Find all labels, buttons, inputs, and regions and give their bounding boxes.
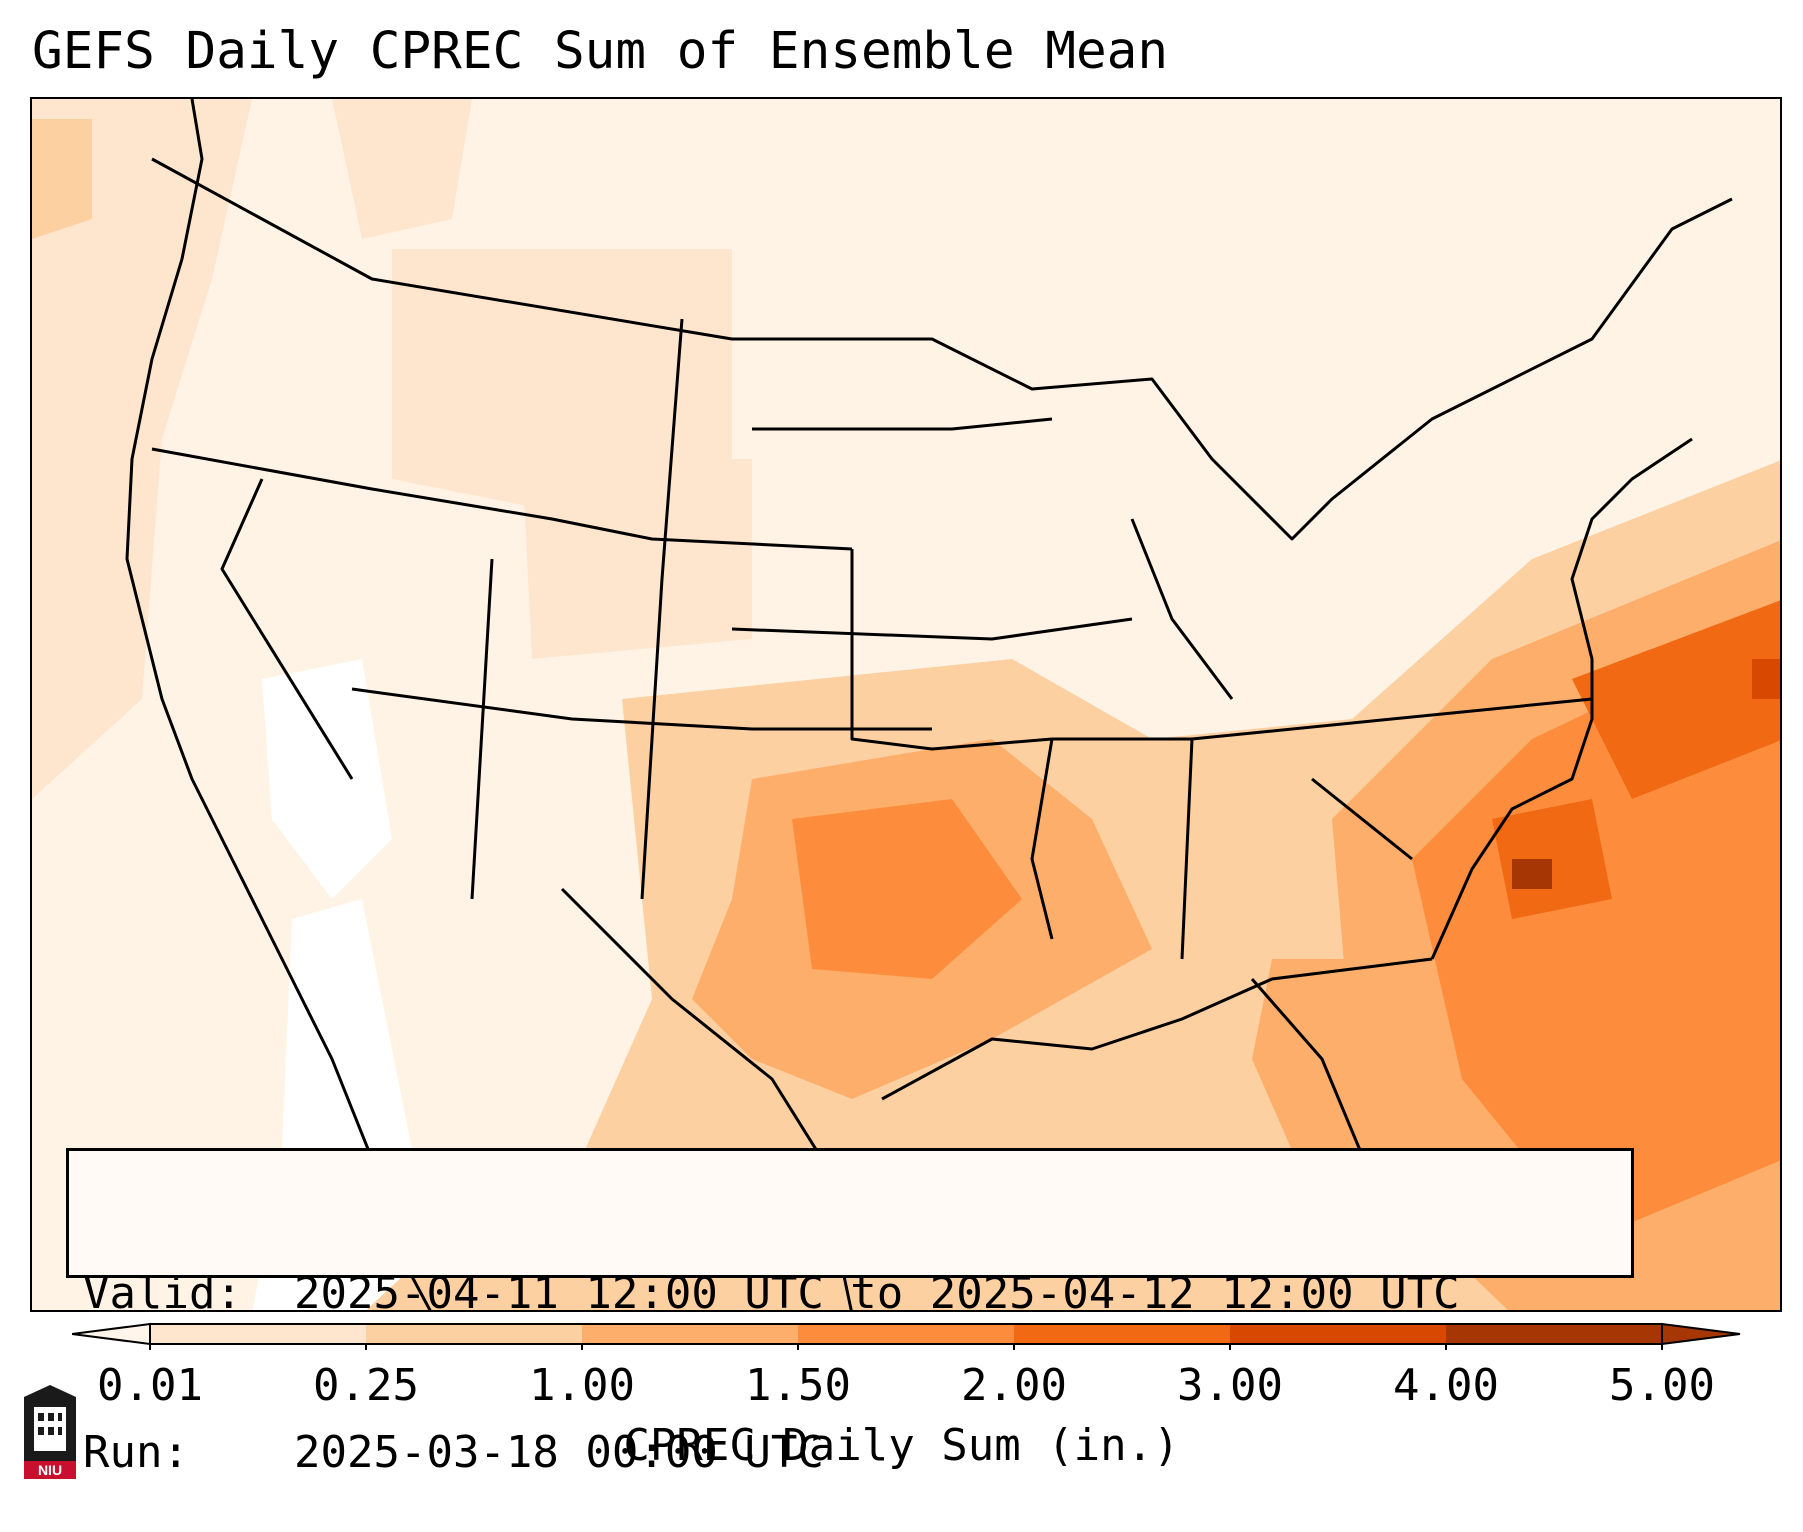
colorbar-segment [798,1324,1015,1344]
colorbar-tick-label: 4.00 [1393,1360,1499,1411]
valid-value: 2025-04-11 12:00 UTC to 2025-04-12 12:00… [294,1268,1460,1319]
colorbar-tick-label: 1.50 [745,1360,851,1411]
precip-field-west [32,99,252,799]
precipitation-map [30,97,1782,1312]
colorbar-tick-label: 5.00 [1609,1360,1715,1411]
valid-key: Valid: [83,1268,242,1319]
colorbar-frame [149,1323,1663,1345]
colorbar-segment [1014,1324,1231,1344]
colorbar-label: CPREC Daily Sum (in.) [623,1420,1180,1471]
colorbar-segment [150,1324,367,1344]
logo-text: NIU [38,1462,62,1478]
colorbar-segment [1446,1324,1663,1344]
run-value: 2025-03-18 00:00 UTC [294,1427,824,1478]
colorbar-tick-label: 0.25 [313,1360,419,1411]
validity-info-box: Valid: 2025-04-11 12:00 UTC to 2025-04-12… [66,1148,1634,1478]
run-key: Run: [83,1427,189,1478]
map-canvas [32,99,1780,1310]
colorbar-extend-high [1661,1322,1741,1346]
colorbar-tick-label: 0.01 [97,1360,203,1411]
colorbar-tick-label: 1.00 [529,1360,635,1411]
niu-logo: NIU [24,1385,76,1479]
colorbar-tick-label: 2.00 [961,1360,1067,1411]
colorbar-extend-low [72,1322,151,1346]
colorbar-tick-label: 3.00 [1177,1360,1283,1411]
colorbar-segment [1230,1324,1447,1344]
colorbar [72,1322,1741,1350]
page-title: GEFS Daily CPREC Sum of Ensemble Mean [32,22,1169,81]
colorbar-segment [582,1324,799,1344]
colorbar-segment [366,1324,583,1344]
